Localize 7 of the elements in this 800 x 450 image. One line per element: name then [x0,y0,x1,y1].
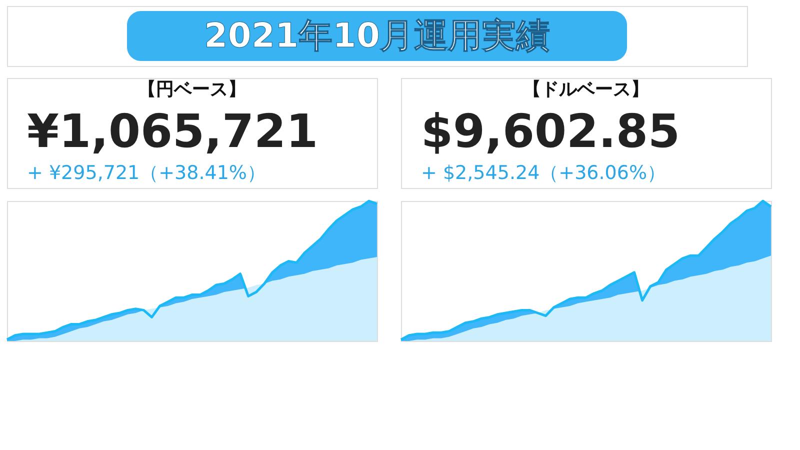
text: 2021年10月運用実績 [204,16,550,56]
text: + ¥295,721（+38.41%） [27,162,266,184]
text: + $2,545.24（+36.06%） [421,162,666,184]
chart-subtitle: $9,602.85 [421,104,680,158]
chart-subtitle: ¥1,065,721 [27,104,318,158]
chart-title: 【ドルベース】 [523,79,649,100]
chart-title: 【円ベース】 [138,79,246,100]
